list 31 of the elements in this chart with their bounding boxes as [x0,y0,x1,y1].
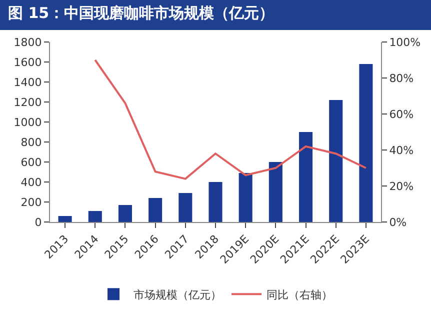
bar [58,216,72,222]
y2-tick-label: 60% [389,108,414,121]
y2-tick-label: 20% [389,180,414,193]
legend-label: 同比（右轴） [266,288,332,302]
bar [238,173,252,222]
y-tick-label: 200 [20,196,42,209]
y2-tick-label: 100% [389,36,421,49]
bar [268,162,282,222]
y-tick-label: 1600 [14,56,42,69]
y2-tick-label: 0% [389,216,407,229]
y2-tick-label: 40% [389,144,414,157]
bar [329,100,343,222]
y-tick-label: 1800 [14,36,42,49]
bar [148,198,162,222]
line-series [94,59,367,180]
bar [88,211,102,222]
bar [359,64,373,222]
y-tick-label: 0 [34,216,42,229]
y-tick-label: 600 [20,156,42,169]
y-tick-label: 800 [20,136,42,149]
y-tick-label: 400 [20,176,42,189]
y-tick-label: 1200 [14,96,42,109]
bar [178,193,192,222]
y-tick-label: 1400 [14,76,42,89]
y-tick-label: 1000 [14,116,42,129]
legend-label: 市场规模（亿元） [134,288,222,302]
bar [208,182,222,222]
bar [299,132,313,222]
bar [118,205,132,222]
y2-tick-label: 80% [389,72,414,85]
chart-title: 图 15：中国现磨咖啡市场规模（亿元） [0,0,431,30]
